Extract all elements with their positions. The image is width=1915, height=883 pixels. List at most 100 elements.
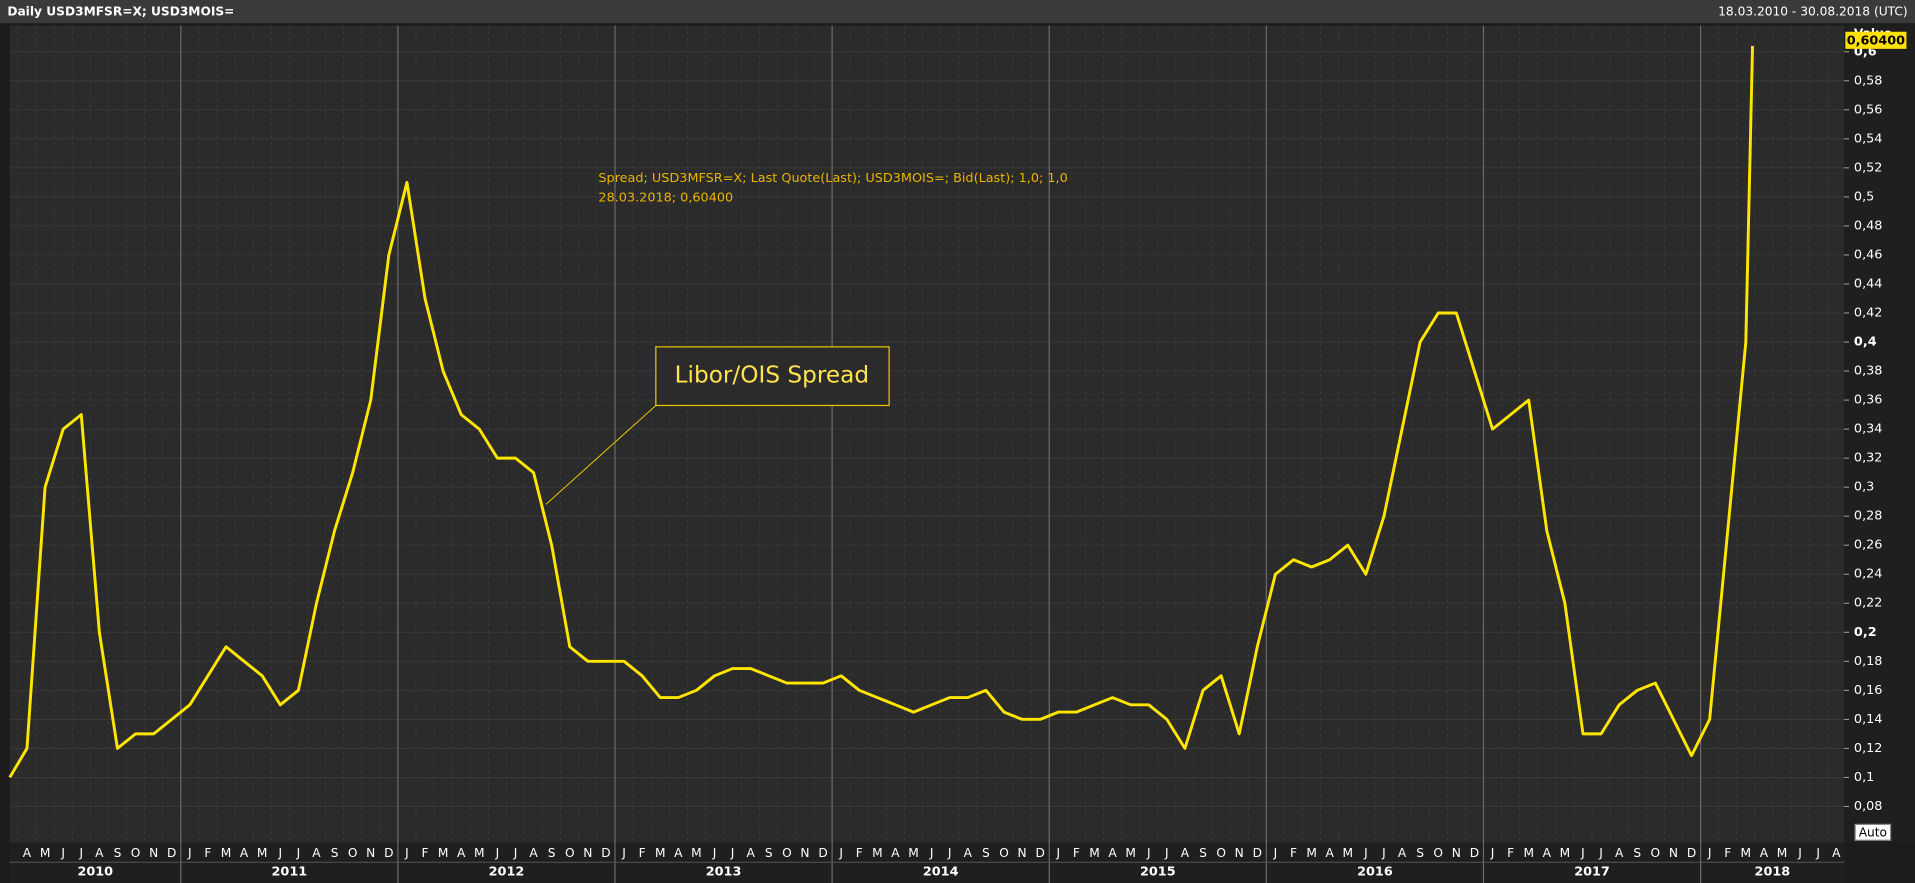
date-range: 18.03.2010 - 30.08.2018 (UTC)	[1718, 5, 1908, 19]
x-tick-label: D	[1253, 846, 1262, 860]
y-tick-label: 0,08	[1854, 799, 1883, 814]
y-tick-label: 0,28	[1854, 509, 1883, 524]
x-tick-label: M	[1777, 846, 1788, 860]
x-tick-label: A	[747, 846, 756, 860]
x-tick-label: M	[1125, 846, 1136, 860]
header-bar	[0, 0, 1915, 24]
y-tick-label: 0,44	[1854, 276, 1883, 291]
y-tick-label: 0,32	[1854, 451, 1883, 466]
x-tick-label: F	[422, 846, 429, 860]
year-label: 2012	[489, 865, 525, 880]
y-tick-label: 0,26	[1854, 538, 1883, 553]
y-tick-label: 0,12	[1854, 741, 1883, 756]
grid: 0,08 0,1 0,12 0,14 0,16 0,18 0,2 0,22 0,24 0,26 0,…	[9, 25, 1883, 883]
y-tick-label: 0,4	[1854, 335, 1877, 350]
x-tick-label: F	[1724, 846, 1731, 860]
x-tick-label: J	[1363, 846, 1368, 860]
legend-series: Spread; USD3MFSR=X; Last Quote(Last); US…	[598, 171, 1067, 186]
x-tick-label: J	[1381, 846, 1386, 860]
x-tick-label: M	[40, 846, 51, 860]
x-tick-label: J	[60, 846, 65, 860]
x-tick-label: A	[95, 846, 104, 860]
y-tick-label: 0,24	[1854, 567, 1883, 582]
y-tick-label: 0,1	[1854, 770, 1874, 785]
x-tick-label: J	[838, 846, 843, 860]
x-tick-label: F	[1507, 846, 1514, 860]
auto-scale-label[interactable]: Auto	[1859, 825, 1887, 839]
y-tick-label: 0,42	[1854, 305, 1883, 320]
x-tick-label: A	[1326, 846, 1335, 860]
x-tick-label: A	[1181, 846, 1190, 860]
x-tick-label: O	[348, 846, 358, 860]
x-tick-label: J	[1598, 846, 1603, 860]
x-tick-label: J	[1580, 846, 1585, 860]
plot-area	[9, 25, 1845, 843]
y-tick-label: 0,2	[1854, 625, 1877, 640]
x-tick-label: N	[366, 846, 375, 860]
x-tick-label: N	[1235, 846, 1244, 860]
series-line	[8, 45, 1754, 779]
x-tick-label: S	[114, 846, 122, 860]
x-tick-label: A	[1398, 846, 1407, 860]
x-tick-label: J	[1707, 846, 1712, 860]
y-tick-label: 0,5	[1854, 189, 1874, 204]
x-tick-label: J	[495, 846, 500, 860]
x-tick-label: J	[277, 846, 282, 860]
y-tick-label: 0,34	[1854, 422, 1883, 437]
x-tick-label: M	[257, 846, 268, 860]
x-tick-label: A	[964, 846, 973, 860]
x-tick-label: M	[1523, 846, 1534, 860]
auto-scale-button[interactable]	[1854, 823, 1892, 841]
y-tick-label: 0,56	[1854, 102, 1883, 117]
x-tick-label: O	[782, 846, 792, 860]
x-tick-label: O	[131, 846, 141, 860]
x-tick-label: O	[1651, 846, 1661, 860]
y-tick-label: 0,54	[1854, 131, 1883, 146]
x-tick-label: A	[1615, 846, 1624, 860]
x-tick-label: F	[639, 846, 646, 860]
last-value-box	[1845, 31, 1907, 49]
x-tick-label: A	[529, 846, 538, 860]
x-tick-label: J	[947, 846, 952, 860]
x-tick-label: A	[240, 846, 249, 860]
x-tick-label: J	[296, 846, 301, 860]
x-tick-label: J	[1797, 846, 1802, 860]
year-label: 2018	[1755, 865, 1791, 880]
x-tick-label: J	[78, 846, 83, 860]
y-tick-label: 0,58	[1854, 73, 1883, 88]
y-tick-label: 0,52	[1854, 160, 1883, 175]
x-tick-label: M	[474, 846, 485, 860]
x-tick-label: D	[1035, 846, 1044, 860]
x-tick-label: J	[1273, 846, 1278, 860]
x-tick-label: A	[457, 846, 466, 860]
x-tick-label: J	[1146, 846, 1151, 860]
x-tick-label: S	[982, 846, 990, 860]
x-tick-label: D	[167, 846, 176, 860]
marks	[8, 45, 1754, 779]
x-tick-label: N	[149, 846, 158, 860]
x-tick-label: M	[655, 846, 666, 860]
x-tick-label: J	[929, 846, 934, 860]
year-label: 2017	[1574, 865, 1610, 880]
x-tick-label: S	[1199, 846, 1207, 860]
annotation-leader	[545, 405, 657, 505]
x-tick-label: J	[187, 846, 192, 860]
x-tick-label: A	[891, 846, 900, 860]
x-tick-label: D	[601, 846, 610, 860]
y-tick-label: 0,3	[1854, 480, 1874, 495]
x-tick-label: J	[730, 846, 735, 860]
x-tick-label: S	[1633, 846, 1641, 860]
x-tick-label: S	[765, 846, 773, 860]
x-tick-label: O	[999, 846, 1009, 860]
x-tick-label: A	[1832, 846, 1841, 860]
x-tick-label: J	[712, 846, 717, 860]
x-tick-label: M	[872, 846, 883, 860]
legend-value: 28.03.2018; 0,60400	[598, 190, 733, 205]
x-tick-label: F	[1290, 846, 1297, 860]
x-tick-label: M	[1343, 846, 1354, 860]
y-tick-label: 0,38	[1854, 364, 1883, 379]
x-tick-label: M	[1560, 846, 1571, 860]
y-tick-label: 0,16	[1854, 683, 1883, 698]
